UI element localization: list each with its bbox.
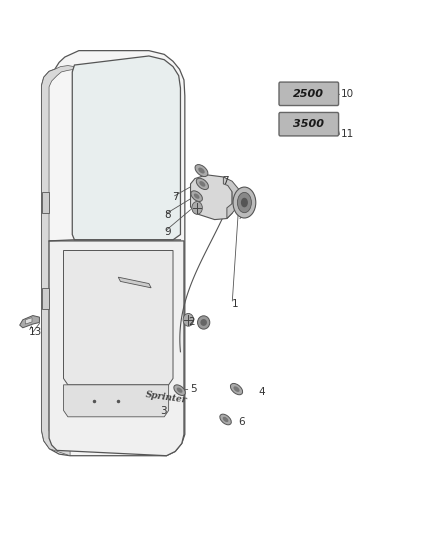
Polygon shape <box>42 51 185 456</box>
Polygon shape <box>64 251 173 385</box>
Polygon shape <box>25 318 32 324</box>
Polygon shape <box>20 316 39 328</box>
Ellipse shape <box>220 414 231 425</box>
Text: 6: 6 <box>239 417 245 427</box>
Polygon shape <box>118 277 151 288</box>
Polygon shape <box>42 66 74 456</box>
Polygon shape <box>49 241 184 456</box>
Ellipse shape <box>198 167 205 174</box>
Ellipse shape <box>223 417 229 422</box>
Polygon shape <box>191 175 232 220</box>
Circle shape <box>183 313 194 326</box>
Text: 9: 9 <box>164 227 171 237</box>
Ellipse shape <box>230 383 243 395</box>
Text: Sprinter: Sprinter <box>145 390 187 405</box>
FancyBboxPatch shape <box>279 82 339 106</box>
Ellipse shape <box>195 165 208 176</box>
Ellipse shape <box>241 198 248 207</box>
Text: 11: 11 <box>341 130 354 139</box>
Polygon shape <box>42 288 49 309</box>
Ellipse shape <box>198 316 210 329</box>
Text: 5: 5 <box>191 384 197 394</box>
FancyBboxPatch shape <box>279 112 339 136</box>
Ellipse shape <box>233 187 256 218</box>
Text: 4: 4 <box>258 387 265 397</box>
Polygon shape <box>64 385 169 417</box>
Text: 7: 7 <box>223 176 229 186</box>
Text: 1: 1 <box>232 299 239 309</box>
Ellipse shape <box>194 193 200 199</box>
Polygon shape <box>72 56 180 240</box>
Text: 2: 2 <box>188 318 195 327</box>
Text: 7: 7 <box>172 192 179 202</box>
Ellipse shape <box>196 178 208 190</box>
Ellipse shape <box>237 192 251 213</box>
Ellipse shape <box>201 319 207 326</box>
Ellipse shape <box>199 181 205 187</box>
Ellipse shape <box>191 191 202 201</box>
Text: 13: 13 <box>28 327 42 337</box>
Ellipse shape <box>174 385 185 395</box>
Circle shape <box>192 201 202 214</box>
Text: 8: 8 <box>164 210 171 220</box>
Polygon shape <box>42 192 49 213</box>
Text: 2500: 2500 <box>293 89 324 99</box>
Text: 10: 10 <box>341 90 354 99</box>
Polygon shape <box>223 177 239 219</box>
Ellipse shape <box>177 387 183 393</box>
Text: 3500: 3500 <box>293 119 324 129</box>
Ellipse shape <box>233 386 240 392</box>
Text: 3: 3 <box>160 407 166 416</box>
